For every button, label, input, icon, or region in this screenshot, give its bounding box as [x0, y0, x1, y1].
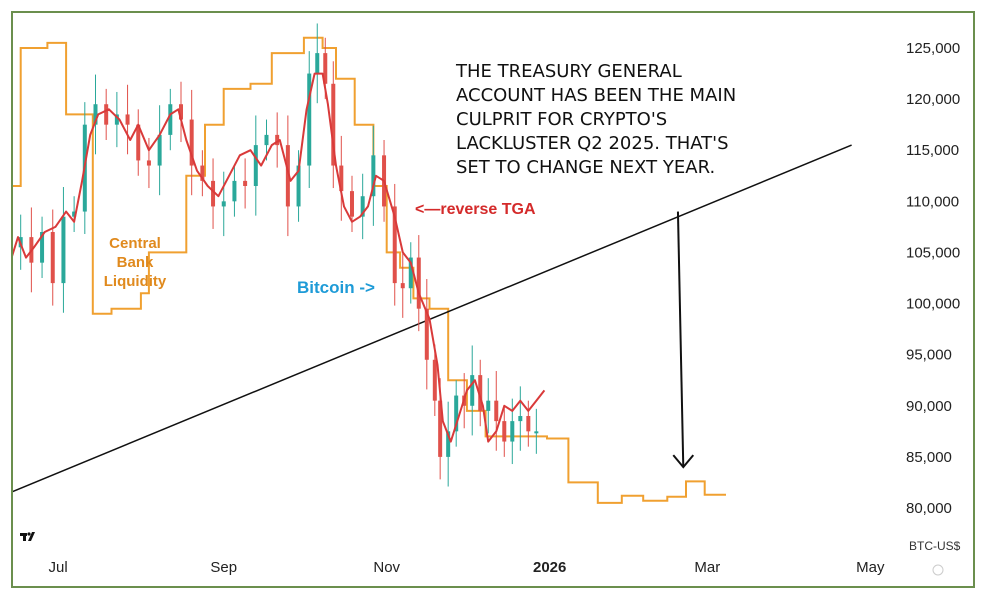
tga-series	[13, 72, 546, 443]
arrow-shaft	[676, 211, 685, 468]
bitcoin-candle	[323, 53, 328, 84]
bitcoin-candle	[296, 165, 301, 207]
tga-line	[13, 72, 546, 443]
x-tick-label: May	[856, 559, 885, 576]
bitcoin-candle	[264, 134, 269, 146]
liquidity-label-line-3: Liquidity	[104, 273, 167, 290]
trendline-group	[13, 144, 852, 493]
chart-frame: 125,000 120,000 115,000 110,000 105,000 100,0…	[11, 11, 975, 588]
scale-toggle-icon[interactable]	[932, 564, 944, 576]
x-axis-ticks: Jul Sep Nov 2026 Mar May	[48, 559, 884, 576]
x-tick-label: Mar	[694, 559, 720, 576]
bitcoin-candle	[104, 104, 109, 125]
bitcoin-candle	[526, 416, 531, 432]
x-tick-label: 2026	[533, 559, 566, 576]
annotation-line-5: SET TO CHANGE NEXT YEAR.	[456, 157, 715, 178]
bitcoin-candle	[424, 308, 429, 360]
y-tick-label: 80,000	[906, 500, 952, 517]
bitcoin-candle	[360, 196, 365, 217]
bitcoin-candle	[486, 400, 491, 411]
bitcoin-candle	[432, 359, 437, 401]
y-tick-label: 95,000	[906, 347, 952, 364]
bitcoin-label: Bitcoin ->	[297, 278, 375, 297]
liquidity-label-line-1: Central	[109, 235, 161, 252]
bitcoin-candle	[146, 160, 151, 166]
bitcoin-candle	[371, 155, 376, 197]
bitcoin-candle	[470, 375, 475, 406]
chart-canvas: 125,000 120,000 115,000 110,000 105,000 100,0…	[13, 23, 961, 576]
bitcoin-candle	[168, 104, 173, 135]
bitcoin-candle	[408, 257, 413, 289]
tradingview-logo-icon	[20, 532, 35, 541]
annotation-line-4: LACKLUSTER Q2 2025. THAT'S	[456, 133, 729, 154]
bitcoin-candle	[93, 104, 98, 125]
bitcoin-candle	[125, 114, 130, 125]
x-tick-label: Sep	[210, 559, 237, 576]
tga-label: <—reverse TGA	[415, 201, 536, 218]
bitcoin-candle	[510, 421, 515, 442]
bitcoin-candle	[285, 145, 290, 207]
bitcoin-candle	[438, 400, 443, 457]
arrow-head-icon	[672, 454, 695, 469]
arrow-group	[672, 211, 695, 469]
liquidity-label-line-2: Bank	[117, 254, 154, 271]
y-tick-label: 120,000	[906, 91, 960, 108]
bitcoin-candle	[275, 134, 280, 146]
liquidity-line	[13, 36, 726, 504]
bitcoin-candle	[331, 83, 336, 166]
bitcoin-candle	[400, 283, 405, 289]
bitcoin-candle	[40, 232, 45, 263]
bitcoin-candle	[211, 180, 216, 207]
bitcoin-candle	[416, 257, 421, 309]
bitcoin-candle	[136, 124, 141, 161]
bitcoin-candle	[392, 206, 397, 284]
symbol-label: BTC-US$	[909, 539, 961, 553]
bitcoin-candle	[253, 145, 258, 186]
trendline	[13, 144, 852, 493]
bitcoin-candle	[339, 165, 344, 192]
bitcoin-candle	[446, 431, 451, 457]
y-axis-ticks: 125,000 120,000 115,000 110,000 105,000 100,0…	[906, 40, 960, 517]
y-tick-label: 100,000	[906, 296, 960, 313]
annotation-line-3: CULPRIT FOR CRYPTO'S	[456, 109, 667, 130]
y-tick-label: 115,000	[906, 142, 959, 159]
bitcoin-candle	[61, 216, 66, 284]
bitcoin-candle	[178, 104, 183, 120]
bitcoin-candle	[157, 134, 162, 166]
bitcoin-candle	[534, 431, 539, 434]
bitcoin-candle	[307, 73, 312, 166]
liquidity-series	[13, 36, 726, 504]
y-tick-label: 90,000	[906, 398, 952, 415]
bitcoin-candle	[454, 395, 459, 432]
annotation-line-1: THE TREASURY GENERAL	[455, 61, 682, 82]
bitcoin-candle	[189, 119, 194, 166]
bitcoin-candle	[494, 400, 499, 422]
bitcoin-candle	[221, 201, 226, 207]
bitcoin-candle	[232, 180, 237, 202]
bitcoin-candle	[315, 53, 320, 74]
bitcoin-candle	[518, 416, 523, 422]
annotation-line-2: ACCOUNT HAS BEEN THE MAIN	[456, 85, 736, 106]
bitcoin-candle	[478, 375, 483, 411]
bitcoin-candle	[349, 191, 354, 217]
y-tick-label: 105,000	[906, 244, 960, 261]
y-tick-label: 110,000	[906, 193, 959, 210]
bitcoin-candle	[72, 211, 77, 217]
bitcoin-candle	[200, 165, 205, 181]
bitcoin-candle	[114, 114, 119, 125]
x-tick-label: Nov	[373, 559, 400, 576]
x-tick-label: Jul	[48, 559, 67, 576]
y-tick-label: 85,000	[906, 449, 952, 466]
bitcoin-candle	[502, 421, 507, 442]
bitcoin-candle	[50, 232, 55, 284]
y-tick-label: 125,000	[906, 40, 960, 57]
bitcoin-candle	[243, 180, 248, 186]
